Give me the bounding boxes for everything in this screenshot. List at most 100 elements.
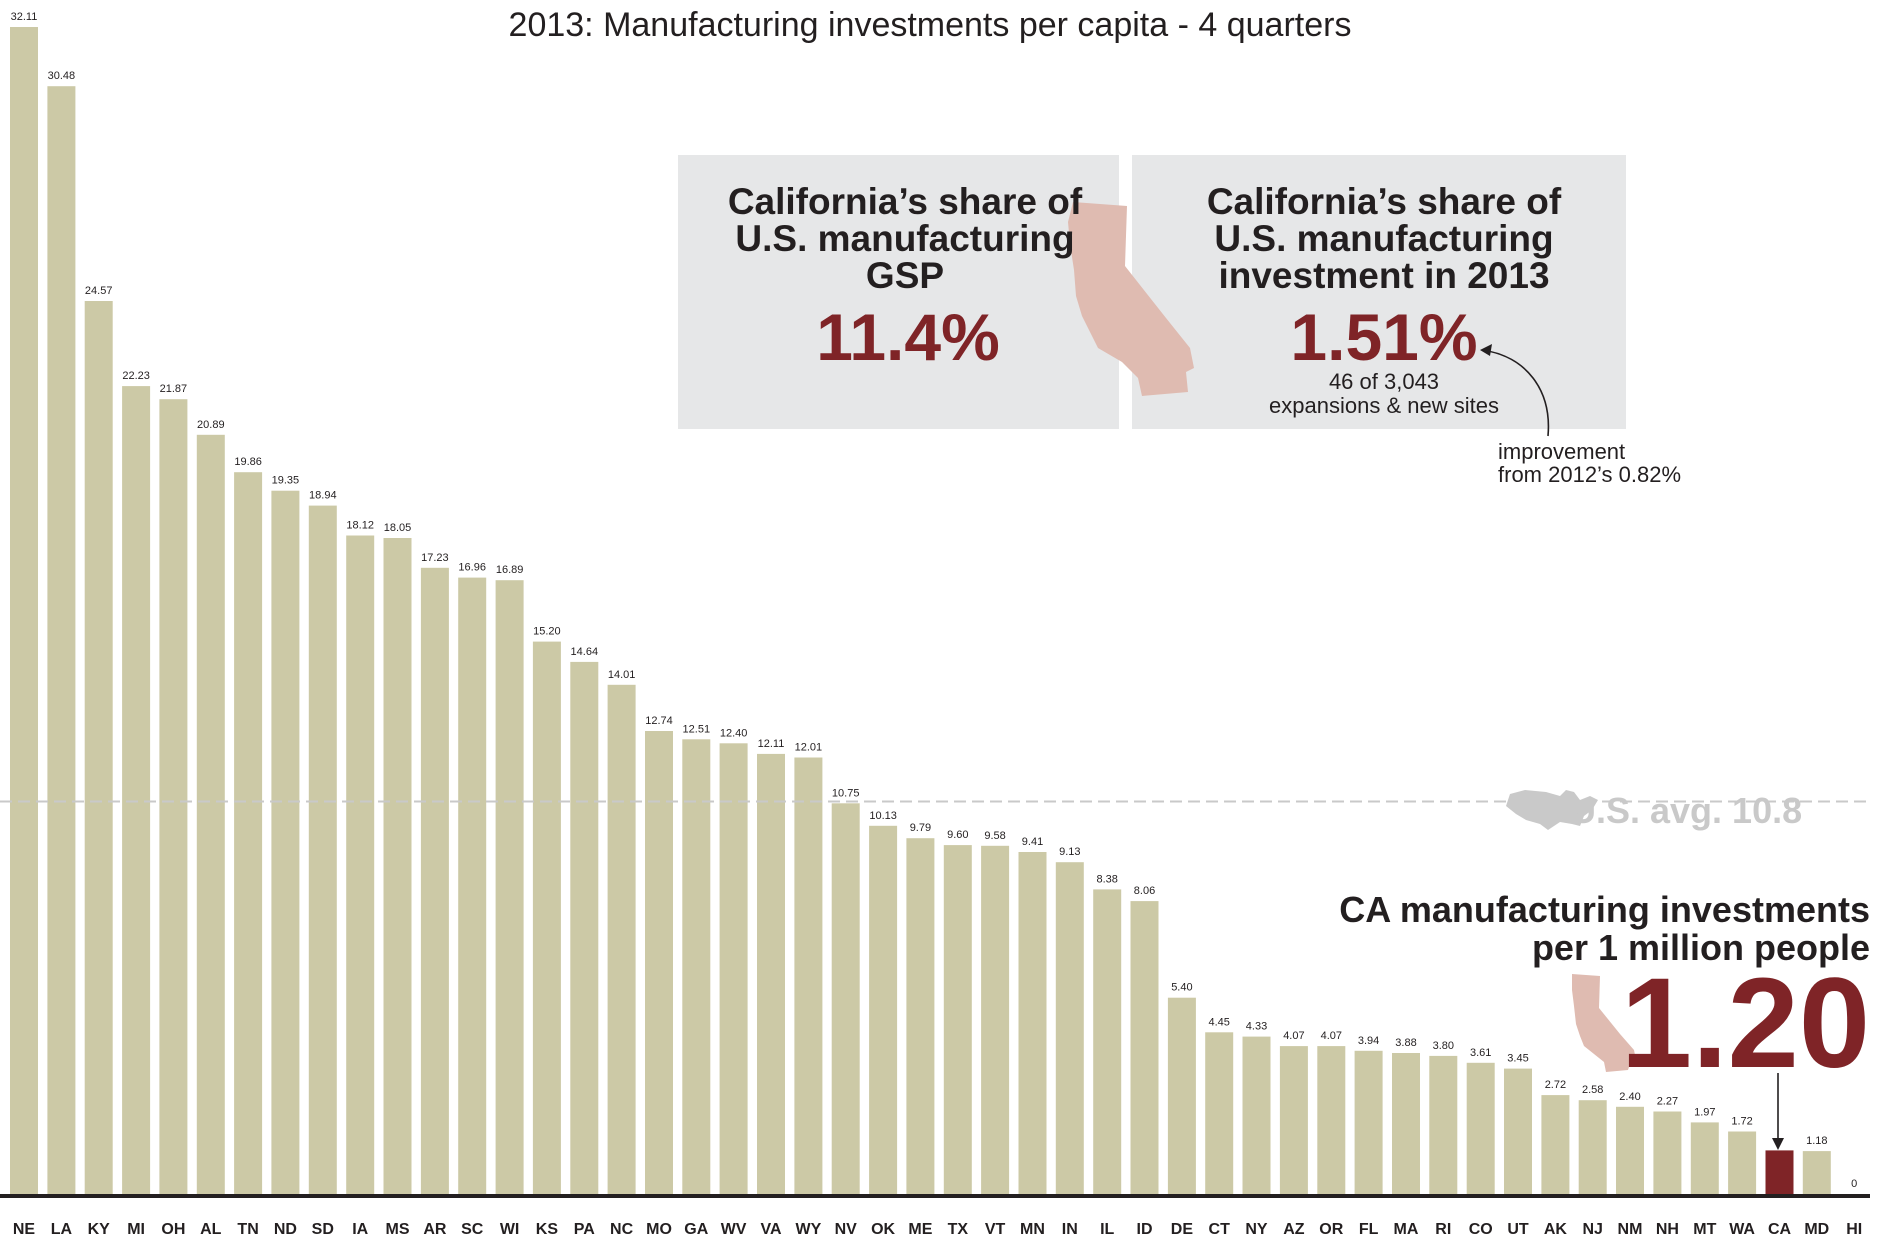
bar-ky: [84, 301, 113, 1194]
value-label-ut: 3.45: [1507, 1053, 1528, 1065]
category-label-fl: FL: [1359, 1221, 1379, 1238]
bar-ma: [1392, 1053, 1420, 1194]
category-label-id: ID: [1137, 1221, 1153, 1238]
category-label-hi: HI: [1846, 1221, 1862, 1238]
value-label-md: 1.18: [1806, 1135, 1827, 1147]
category-label-wy: WY: [796, 1221, 822, 1238]
bar-nc: [607, 684, 636, 1194]
ca-callout-value: 1.20: [1621, 952, 1870, 1095]
category-label-pa: PA: [574, 1221, 595, 1238]
bar-ne: [10, 27, 38, 1194]
category-label-nm: NM: [1618, 1221, 1643, 1238]
category-label-ky: KY: [88, 1221, 111, 1238]
category-label-nj: NJ: [1582, 1221, 1602, 1238]
value-label-wa: 1.72: [1731, 1116, 1752, 1128]
bar-wa: [1728, 1131, 1757, 1194]
value-label-nh: 2.27: [1657, 1096, 1678, 1108]
gsp-share-box: [678, 155, 1119, 429]
improvement-arrow: [1481, 349, 1550, 437]
investment-detail-line-2: expansions & new sites: [1269, 393, 1499, 418]
bar-nm: [1616, 1106, 1644, 1194]
us-average-label: U.S. avg. 10.8: [1570, 790, 1802, 831]
category-label-ne: NE: [13, 1221, 36, 1238]
category-label-me: ME: [908, 1221, 932, 1238]
value-label-az: 4.07: [1283, 1030, 1304, 1042]
investment-detail-line-1: 46 of 3,043: [1329, 369, 1439, 394]
bar-mo: [645, 731, 673, 1194]
category-label-ny: NY: [1245, 1221, 1268, 1238]
bar-ia: [346, 535, 375, 1194]
value-label-il: 8.38: [1096, 873, 1117, 885]
category-label-ri: RI: [1435, 1221, 1451, 1238]
value-label-ct: 4.45: [1208, 1016, 1229, 1028]
category-label-ks: KS: [536, 1221, 559, 1238]
bar-nj: [1578, 1100, 1607, 1194]
ca-callout-heading-line-2: per 1 million people: [1532, 927, 1870, 968]
gsp-heading-line-1: California’s share of: [728, 181, 1083, 222]
value-label-ga: 12.51: [683, 723, 711, 735]
bar-de: [1167, 997, 1196, 1194]
category-label-oh: OH: [161, 1221, 185, 1238]
value-label-nd: 19.35: [272, 475, 300, 487]
category-label-de: DE: [1171, 1221, 1194, 1238]
value-label-nc: 14.01: [608, 669, 636, 681]
category-label-mo: MO: [646, 1221, 672, 1238]
value-label-ms: 18.05: [384, 522, 412, 534]
category-label-vt: VT: [985, 1221, 1006, 1238]
bar-id: [1130, 901, 1159, 1194]
value-label-ar: 17.23: [421, 552, 449, 564]
category-label-va: VA: [760, 1221, 781, 1238]
category-label-ga: GA: [684, 1221, 708, 1238]
value-label-or: 4.07: [1321, 1030, 1342, 1042]
investment-heading-line-1: California’s share of: [1207, 181, 1562, 222]
category-label-sd: SD: [312, 1221, 334, 1238]
ca-callout-california-icon: [1572, 974, 1636, 1072]
category-label-ms: MS: [386, 1221, 410, 1238]
bar-ut: [1504, 1068, 1532, 1194]
gsp-share-value: 11.4%: [816, 300, 1000, 374]
value-label-ma: 3.88: [1395, 1037, 1416, 1049]
category-label-ca: CA: [1768, 1221, 1792, 1238]
value-label-vt: 9.58: [984, 830, 1005, 842]
value-label-wy: 12.01: [795, 742, 823, 754]
category-label-ut: UT: [1507, 1221, 1529, 1238]
category-label-md: MD: [1804, 1221, 1829, 1238]
value-label-mt: 1.97: [1694, 1106, 1715, 1118]
value-label-wi: 16.89: [496, 564, 524, 576]
category-label-ct: CT: [1209, 1221, 1231, 1238]
category-label-nv: NV: [835, 1221, 858, 1238]
bar-ks: [532, 641, 561, 1194]
value-label-sc: 16.96: [458, 562, 486, 574]
value-label-va: 12.11: [758, 738, 785, 750]
category-label-mt: MT: [1693, 1221, 1716, 1238]
value-label-oh: 21.87: [160, 383, 188, 395]
improvement-note-line-1: improvement: [1498, 439, 1625, 464]
category-label-ar: AR: [423, 1221, 447, 1238]
category-label-in: IN: [1062, 1221, 1078, 1238]
gsp-heading-line-3: GSP: [866, 255, 944, 296]
category-label-ak: AK: [1544, 1221, 1568, 1238]
value-label-mi: 22.23: [122, 370, 150, 382]
category-label-al: AL: [200, 1221, 222, 1238]
bar-pa: [570, 661, 599, 1194]
bar-la: [47, 86, 76, 1195]
investment-heading-line-2: U.S. manufacturing: [1214, 218, 1553, 259]
category-label-mn: MN: [1020, 1221, 1045, 1238]
bar-wv: [719, 743, 748, 1194]
bar-md: [1802, 1151, 1831, 1194]
value-label-ok: 10.13: [869, 810, 897, 822]
category-label-il: IL: [1100, 1221, 1114, 1238]
value-label-ri: 3.80: [1433, 1040, 1454, 1052]
category-label-la: LA: [51, 1221, 73, 1238]
bar-az: [1279, 1046, 1308, 1194]
value-label-in: 9.13: [1059, 846, 1080, 858]
bar-sd: [308, 505, 337, 1195]
category-label-nc: NC: [610, 1221, 634, 1238]
value-label-pa: 14.64: [571, 646, 599, 658]
category-label-ia: IA: [352, 1221, 368, 1238]
bar-co: [1466, 1062, 1495, 1194]
category-label-tn: TN: [237, 1221, 258, 1238]
gsp-heading-line-2: U.S. manufacturing: [735, 218, 1074, 259]
bar-tn: [234, 472, 263, 1194]
